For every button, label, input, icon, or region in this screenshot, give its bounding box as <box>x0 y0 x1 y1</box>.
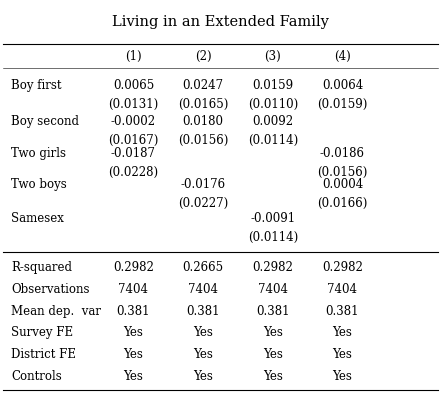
Text: (1): (1) <box>125 50 142 63</box>
Text: (2): (2) <box>195 50 211 63</box>
Text: -0.0187: -0.0187 <box>111 146 156 160</box>
Text: (0.0156): (0.0156) <box>317 166 368 178</box>
Text: District FE: District FE <box>11 348 76 361</box>
Text: Yes: Yes <box>333 370 352 383</box>
Text: -0.0176: -0.0176 <box>180 178 226 191</box>
Text: Controls: Controls <box>11 370 62 383</box>
Text: Yes: Yes <box>333 326 352 340</box>
Text: 0.0064: 0.0064 <box>322 79 363 92</box>
Text: 0.0180: 0.0180 <box>183 115 224 128</box>
Text: Two boys: Two boys <box>11 178 67 191</box>
Text: 0.2982: 0.2982 <box>113 261 154 274</box>
Text: 0.2665: 0.2665 <box>183 261 224 274</box>
Text: 0.0159: 0.0159 <box>252 79 293 92</box>
Text: Yes: Yes <box>263 370 283 383</box>
Text: Survey FE: Survey FE <box>11 326 74 340</box>
Text: Samesex: Samesex <box>11 212 64 225</box>
Text: Yes: Yes <box>193 370 213 383</box>
Text: 7404: 7404 <box>258 283 288 296</box>
Text: Observations: Observations <box>11 283 90 296</box>
Text: (0.0228): (0.0228) <box>108 166 158 178</box>
Text: -0.0002: -0.0002 <box>111 115 156 128</box>
Text: 0.0065: 0.0065 <box>113 79 154 92</box>
Text: 0.381: 0.381 <box>117 305 150 318</box>
Text: Living in an Extended Family: Living in an Extended Family <box>112 15 329 28</box>
Text: 0.0247: 0.0247 <box>183 79 224 92</box>
Text: R-squared: R-squared <box>11 261 72 274</box>
Text: 7404: 7404 <box>327 283 357 296</box>
Text: (0.0114): (0.0114) <box>248 231 298 244</box>
Text: -0.0186: -0.0186 <box>320 146 365 160</box>
Text: Boy first: Boy first <box>11 79 62 92</box>
Text: 0.381: 0.381 <box>256 305 289 318</box>
Text: 0.0004: 0.0004 <box>322 178 363 191</box>
Text: (0.0156): (0.0156) <box>178 134 228 147</box>
Text: 0.2982: 0.2982 <box>322 261 363 274</box>
Text: (0.0159): (0.0159) <box>317 98 368 111</box>
Text: (0.0114): (0.0114) <box>248 134 298 147</box>
Text: (0.0166): (0.0166) <box>317 197 368 210</box>
Text: 7404: 7404 <box>188 283 218 296</box>
Text: (4): (4) <box>334 50 351 63</box>
Text: (0.0131): (0.0131) <box>108 98 158 111</box>
Text: Yes: Yes <box>333 348 352 361</box>
Text: (0.0167): (0.0167) <box>108 134 159 147</box>
Text: (3): (3) <box>264 50 281 63</box>
Text: 0.381: 0.381 <box>325 305 359 318</box>
Text: (0.0110): (0.0110) <box>248 98 298 111</box>
Text: Yes: Yes <box>193 348 213 361</box>
Text: Yes: Yes <box>123 326 143 340</box>
Text: 0.381: 0.381 <box>187 305 220 318</box>
Text: Yes: Yes <box>263 326 283 340</box>
Text: (0.0165): (0.0165) <box>178 98 228 111</box>
Text: 0.0092: 0.0092 <box>252 115 293 128</box>
Text: -0.0091: -0.0091 <box>250 212 295 225</box>
Text: Yes: Yes <box>123 370 143 383</box>
Text: (0.0227): (0.0227) <box>178 197 228 210</box>
Text: 7404: 7404 <box>119 283 149 296</box>
Text: 0.2982: 0.2982 <box>252 261 293 274</box>
Text: Yes: Yes <box>193 326 213 340</box>
Text: Two girls: Two girls <box>11 146 67 160</box>
Text: Yes: Yes <box>263 348 283 361</box>
Text: Mean dep.  var: Mean dep. var <box>11 305 101 318</box>
Text: Boy second: Boy second <box>11 115 79 128</box>
Text: Yes: Yes <box>123 348 143 361</box>
